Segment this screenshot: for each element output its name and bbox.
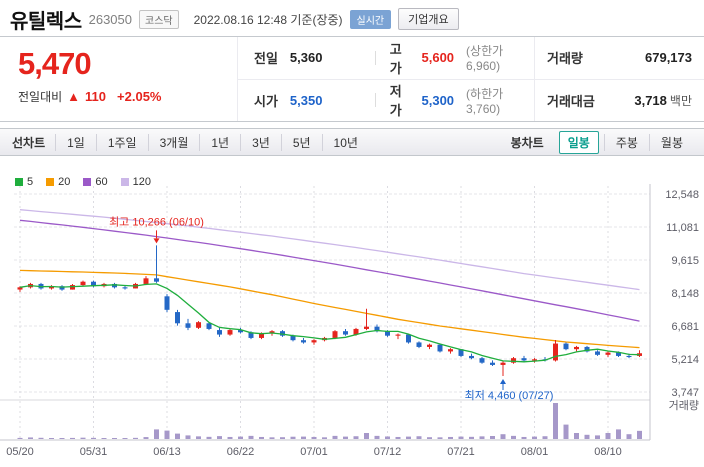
- divider: [374, 93, 376, 108]
- high-arrowhead-icon: [153, 238, 160, 244]
- volume-value: 679,173: [645, 50, 692, 66]
- quote-summary: 5,470 전일대비 ▲ 110 +2.05% 전일 5,360 고가 5,60…: [0, 36, 704, 122]
- period-tab-1w[interactable]: 1주일: [95, 133, 148, 151]
- amount-value: 3,718: [634, 92, 667, 108]
- volume-bars: [17, 403, 642, 439]
- up-arrow-icon: ▲: [67, 89, 81, 104]
- price-change-row: 전일대비 ▲ 110 +2.05%: [18, 88, 237, 105]
- lower-limit: (하한가 3,760): [466, 86, 504, 116]
- chart-toolbar: 선차트 1일 1주일 3개월 1년 3년 5년 10년 봉차트 일봉 주봉 월봉: [0, 128, 704, 156]
- upper-limit: (상한가 6,960): [466, 44, 504, 74]
- x-axis-label: 05/20: [6, 446, 34, 458]
- period-tab-3m[interactable]: 3개월: [147, 133, 200, 151]
- volume-pane-label: 거래량: [669, 399, 699, 412]
- y-axis-label: 11,081: [666, 222, 699, 234]
- legend-label: 60: [95, 176, 108, 188]
- period-tab-10y[interactable]: 10년: [321, 133, 369, 151]
- legend-label: 5: [27, 176, 34, 188]
- quote-datetime: 2022.08.16 12:48 기준(장중): [193, 12, 343, 27]
- prev-close-value: 5,360: [289, 50, 323, 66]
- stock-code: 263050: [88, 11, 132, 27]
- x-axis-label: 08/01: [521, 446, 549, 458]
- period-tab-1d[interactable]: 1일: [55, 133, 96, 151]
- market-badge: 코스닥: [139, 9, 179, 29]
- ma5-line: [19, 283, 640, 363]
- period-tab-5y[interactable]: 5년: [280, 133, 322, 151]
- amount-unit: 백만: [669, 93, 692, 108]
- low-arrowhead-icon: [500, 378, 506, 384]
- low-annotation: 최저 4,460 (07/27): [465, 389, 554, 402]
- candle-tab-daily[interactable]: 일봉: [558, 130, 599, 154]
- ma60-line: [19, 219, 640, 322]
- y-axis-label: 9,615: [671, 255, 699, 267]
- x-axis-label: 06/13: [153, 446, 181, 458]
- legend-swatch-icon: [120, 178, 129, 186]
- y-axis-label: 8,148: [671, 288, 699, 300]
- current-price-block: 5,470 전일대비 ▲ 110 +2.05%: [0, 37, 238, 121]
- legend-label: 20: [58, 176, 71, 188]
- y-axis-label: 3,747: [671, 387, 699, 399]
- change-label: 전일대비: [18, 90, 63, 104]
- price-gridlines: 12,548 11,081 9,615 8,148 6,681 5,214 3,747: [14, 189, 699, 399]
- open-value: 5,350: [289, 92, 323, 108]
- date-axis: 05/20 05/31 06/13 06/22 07/01 07/12 07/21 08/01…: [6, 186, 622, 458]
- legend-ma-60: 60: [83, 176, 108, 188]
- x-axis-label: 07/21: [447, 446, 475, 458]
- current-price: 5,470: [18, 46, 92, 81]
- x-axis-label: 06/22: [227, 446, 255, 458]
- high-annotation: 최고 10,266 (06/10): [109, 215, 204, 228]
- candle-tab-weekly[interactable]: 주봉: [603, 133, 649, 151]
- low-value: 5,300: [421, 92, 455, 108]
- page-header: 유틸렉스 263050 코스닥 2022.08.16 12:48 기준(장중) …: [0, 0, 704, 36]
- period-tab-group: 1일 1주일 3개월 1년 3년 5년 10년: [55, 133, 369, 151]
- x-axis-label: 07/12: [374, 446, 402, 458]
- divider: [374, 50, 376, 65]
- x-axis-label: 08/10: [594, 446, 622, 458]
- period-tab-3y[interactable]: 3년: [240, 133, 281, 151]
- ohlc-block: 전일 5,360 고가 5,600 (상한가 6,960) 시가 5,350 저…: [238, 37, 534, 121]
- y-axis-label: 5,214: [671, 354, 699, 366]
- legend-label: 120: [132, 176, 151, 188]
- company-overview-button[interactable]: 기업개요: [398, 8, 459, 30]
- chart-area: 5 20 60 120 12,548 11,081 9,615 8,148 6,681 5,21…: [0, 156, 704, 467]
- legend-swatch-icon: [46, 178, 55, 186]
- high-label: 고가: [389, 41, 402, 76]
- ma20-line: [19, 269, 640, 349]
- x-axis-label: 05/31: [80, 446, 108, 458]
- legend-swatch-icon: [83, 178, 92, 186]
- candle-chart-label[interactable]: 봉차트: [510, 135, 544, 150]
- line-chart-tab[interactable]: 선차트: [12, 135, 46, 150]
- prev-high-row: 전일 5,360 고가 5,600 (상한가 6,960): [238, 37, 534, 80]
- candles: [17, 245, 642, 376]
- legend-ma-20: 20: [46, 176, 70, 188]
- high-value: 5,600: [421, 50, 455, 66]
- realtime-badge: 실시간: [349, 9, 392, 29]
- volume-row: 거래량 679,173: [535, 37, 704, 80]
- ma-legend: 5 20 60 120: [15, 176, 151, 188]
- amount-row: 거래대금 3,718 백만: [535, 80, 704, 122]
- y-axis-label: 6,681: [671, 321, 699, 333]
- open-low-row: 시가 5,350 저가 5,300 (하한가 3,760): [238, 80, 534, 122]
- legend-ma-5: 5: [15, 176, 33, 188]
- prev-close-label: 전일: [254, 51, 278, 67]
- period-tab-1y[interactable]: 1년: [199, 133, 240, 151]
- low-label: 저가: [389, 84, 402, 119]
- y-axis-label: 12,548: [665, 189, 699, 201]
- candle-tab-group: 일봉 주봉 월봉: [554, 130, 694, 154]
- volume-block: 거래량 679,173 거래대금 3,718 백만: [534, 37, 704, 121]
- open-label: 시가: [254, 93, 278, 109]
- stock-name: 유틸렉스: [10, 10, 82, 33]
- change-value: 110: [85, 89, 107, 104]
- legend-swatch-icon: [15, 178, 23, 186]
- volume-label: 거래량: [547, 51, 583, 67]
- change-percent: +2.05%: [117, 89, 162, 104]
- legend-ma-120: 120: [120, 176, 151, 188]
- ma120-line: [19, 209, 640, 291]
- x-axis-label: 07/01: [300, 446, 328, 458]
- amount-label: 거래대금: [547, 93, 595, 109]
- candle-tab-monthly[interactable]: 월봉: [648, 133, 694, 151]
- price-chart: 12,548 11,081 9,615 8,148 6,681 5,214 3,747 05/…: [0, 184, 699, 458]
